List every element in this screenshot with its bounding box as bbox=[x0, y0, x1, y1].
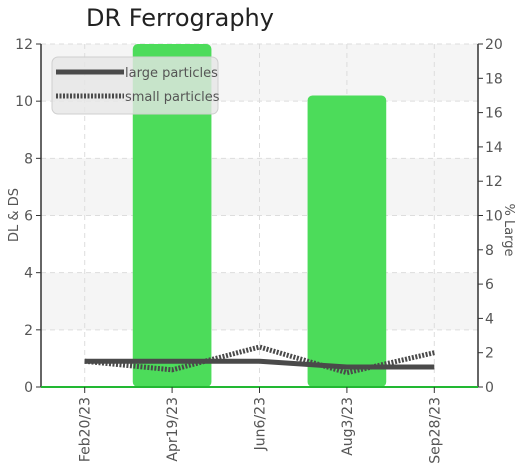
right-tick-label: 18 bbox=[485, 71, 503, 87]
right-tick-label: 12 bbox=[485, 174, 503, 190]
right-axis-label: % Large bbox=[501, 203, 515, 256]
legend-label-small-particles: small particles bbox=[125, 90, 220, 105]
x-tick-label: Sep28/23 bbox=[427, 397, 443, 464]
left-axis-label: DL & DS bbox=[7, 188, 22, 242]
series-line-small-particles bbox=[84, 344, 435, 376]
right-tick-label: 6 bbox=[485, 277, 494, 293]
left-tick-label: 8 bbox=[24, 151, 33, 167]
left-tick-label: 2 bbox=[24, 323, 33, 339]
left-tick-label: 4 bbox=[24, 266, 33, 282]
right-tick-label: 16 bbox=[485, 106, 503, 122]
x-tick-label: Apr19/23 bbox=[165, 397, 181, 462]
bar-Aug3/23 bbox=[307, 95, 387, 387]
right-tick-label: 8 bbox=[485, 243, 494, 259]
bar-Apr19/23 bbox=[132, 44, 212, 387]
right-tick-label: 0 bbox=[485, 380, 494, 396]
left-tick-label: 6 bbox=[24, 209, 33, 225]
right-tick-label: 14 bbox=[485, 140, 503, 156]
right-tick-label: 10 bbox=[485, 209, 503, 225]
x-tick-label: Feb20/23 bbox=[78, 397, 94, 462]
x-axis-ticks: Feb20/23 Apr19/23 Jun6/23 Aug3/23 Sep28/23 bbox=[78, 387, 443, 464]
right-tick-label: 4 bbox=[485, 311, 494, 327]
grid-band bbox=[41, 158, 478, 216]
x-tick-label: Jun6/23 bbox=[253, 397, 269, 451]
left-tick-label: 12 bbox=[15, 37, 33, 53]
legend-label-large-particles: large particles bbox=[125, 66, 218, 81]
series-lines bbox=[84, 344, 435, 376]
left-tick-label: 0 bbox=[24, 380, 33, 396]
right-axis-ticks: 0 2 4 6 8 10 12 14 16 18 20 bbox=[478, 37, 503, 396]
right-tick-label: 20 bbox=[485, 37, 503, 53]
right-tick-label: 2 bbox=[485, 346, 494, 362]
x-tick-label: Aug3/23 bbox=[340, 397, 356, 456]
left-axis-ticks: 0 2 4 6 8 10 12 bbox=[15, 37, 41, 396]
chart-title: DR Ferrography bbox=[86, 4, 274, 32]
legend: large particles small particles bbox=[51, 56, 220, 115]
left-tick-label: 10 bbox=[15, 94, 33, 110]
bars bbox=[132, 44, 387, 387]
